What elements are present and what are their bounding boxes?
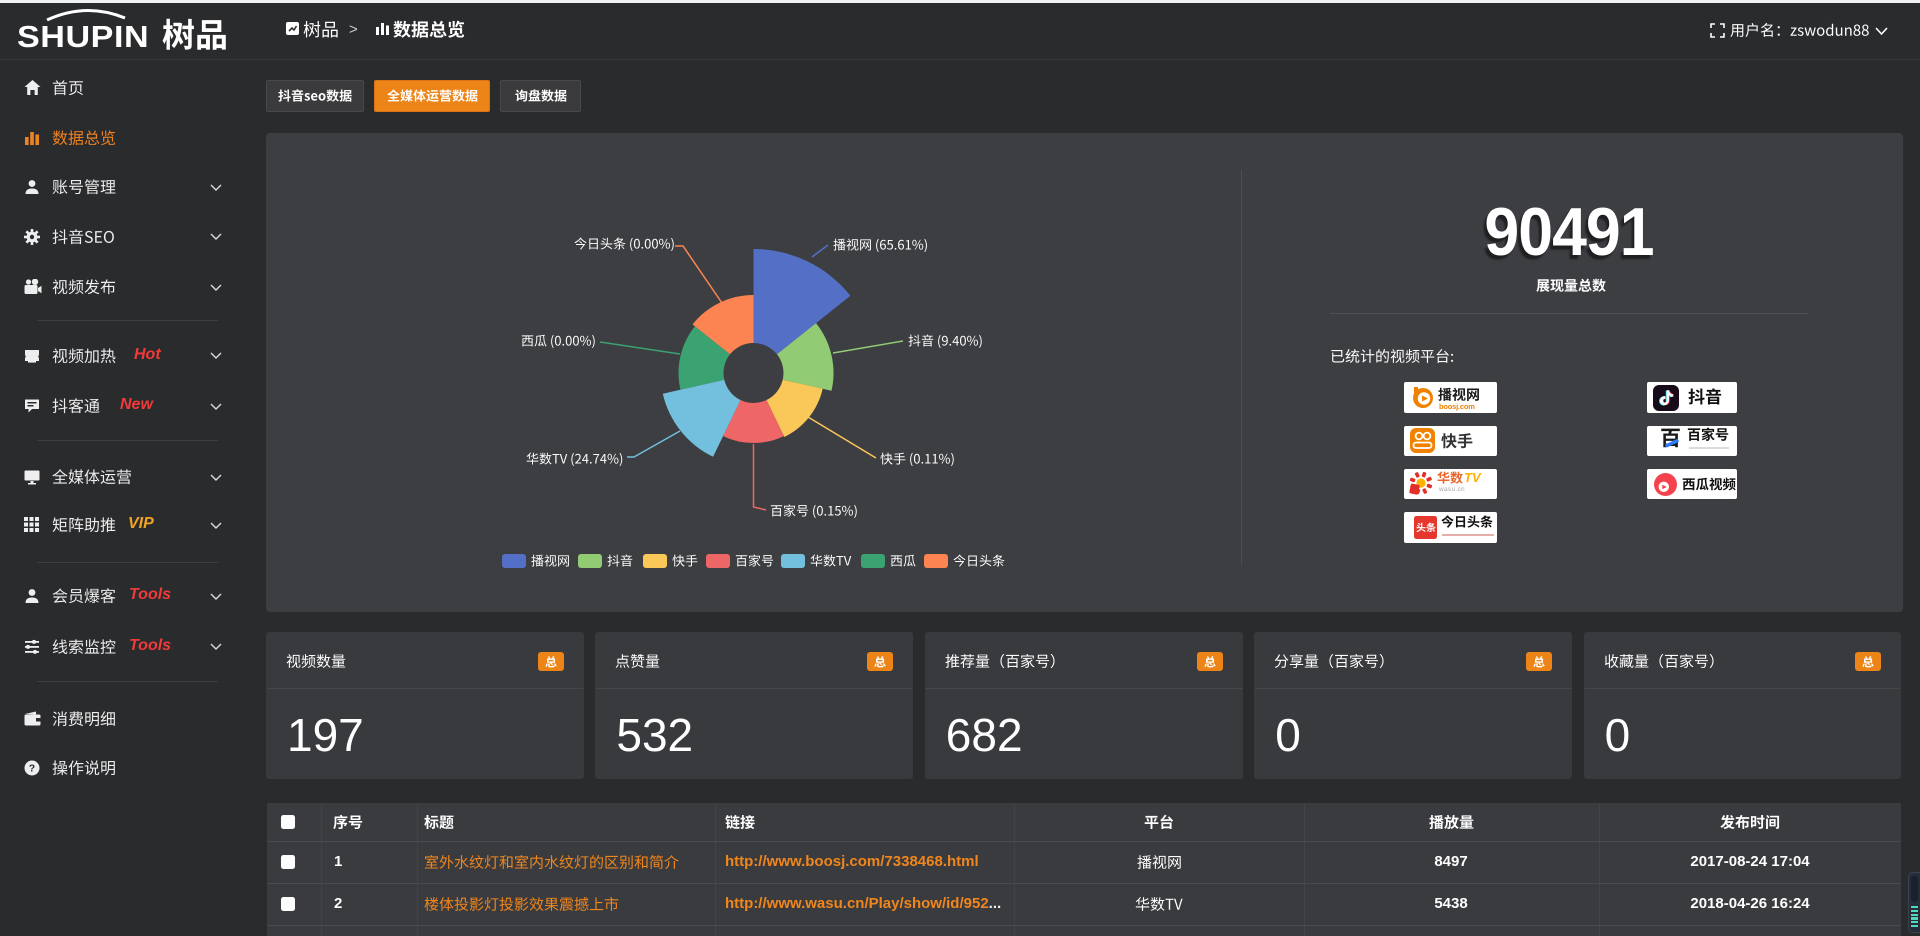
svg-text:?: ? bbox=[29, 763, 35, 775]
